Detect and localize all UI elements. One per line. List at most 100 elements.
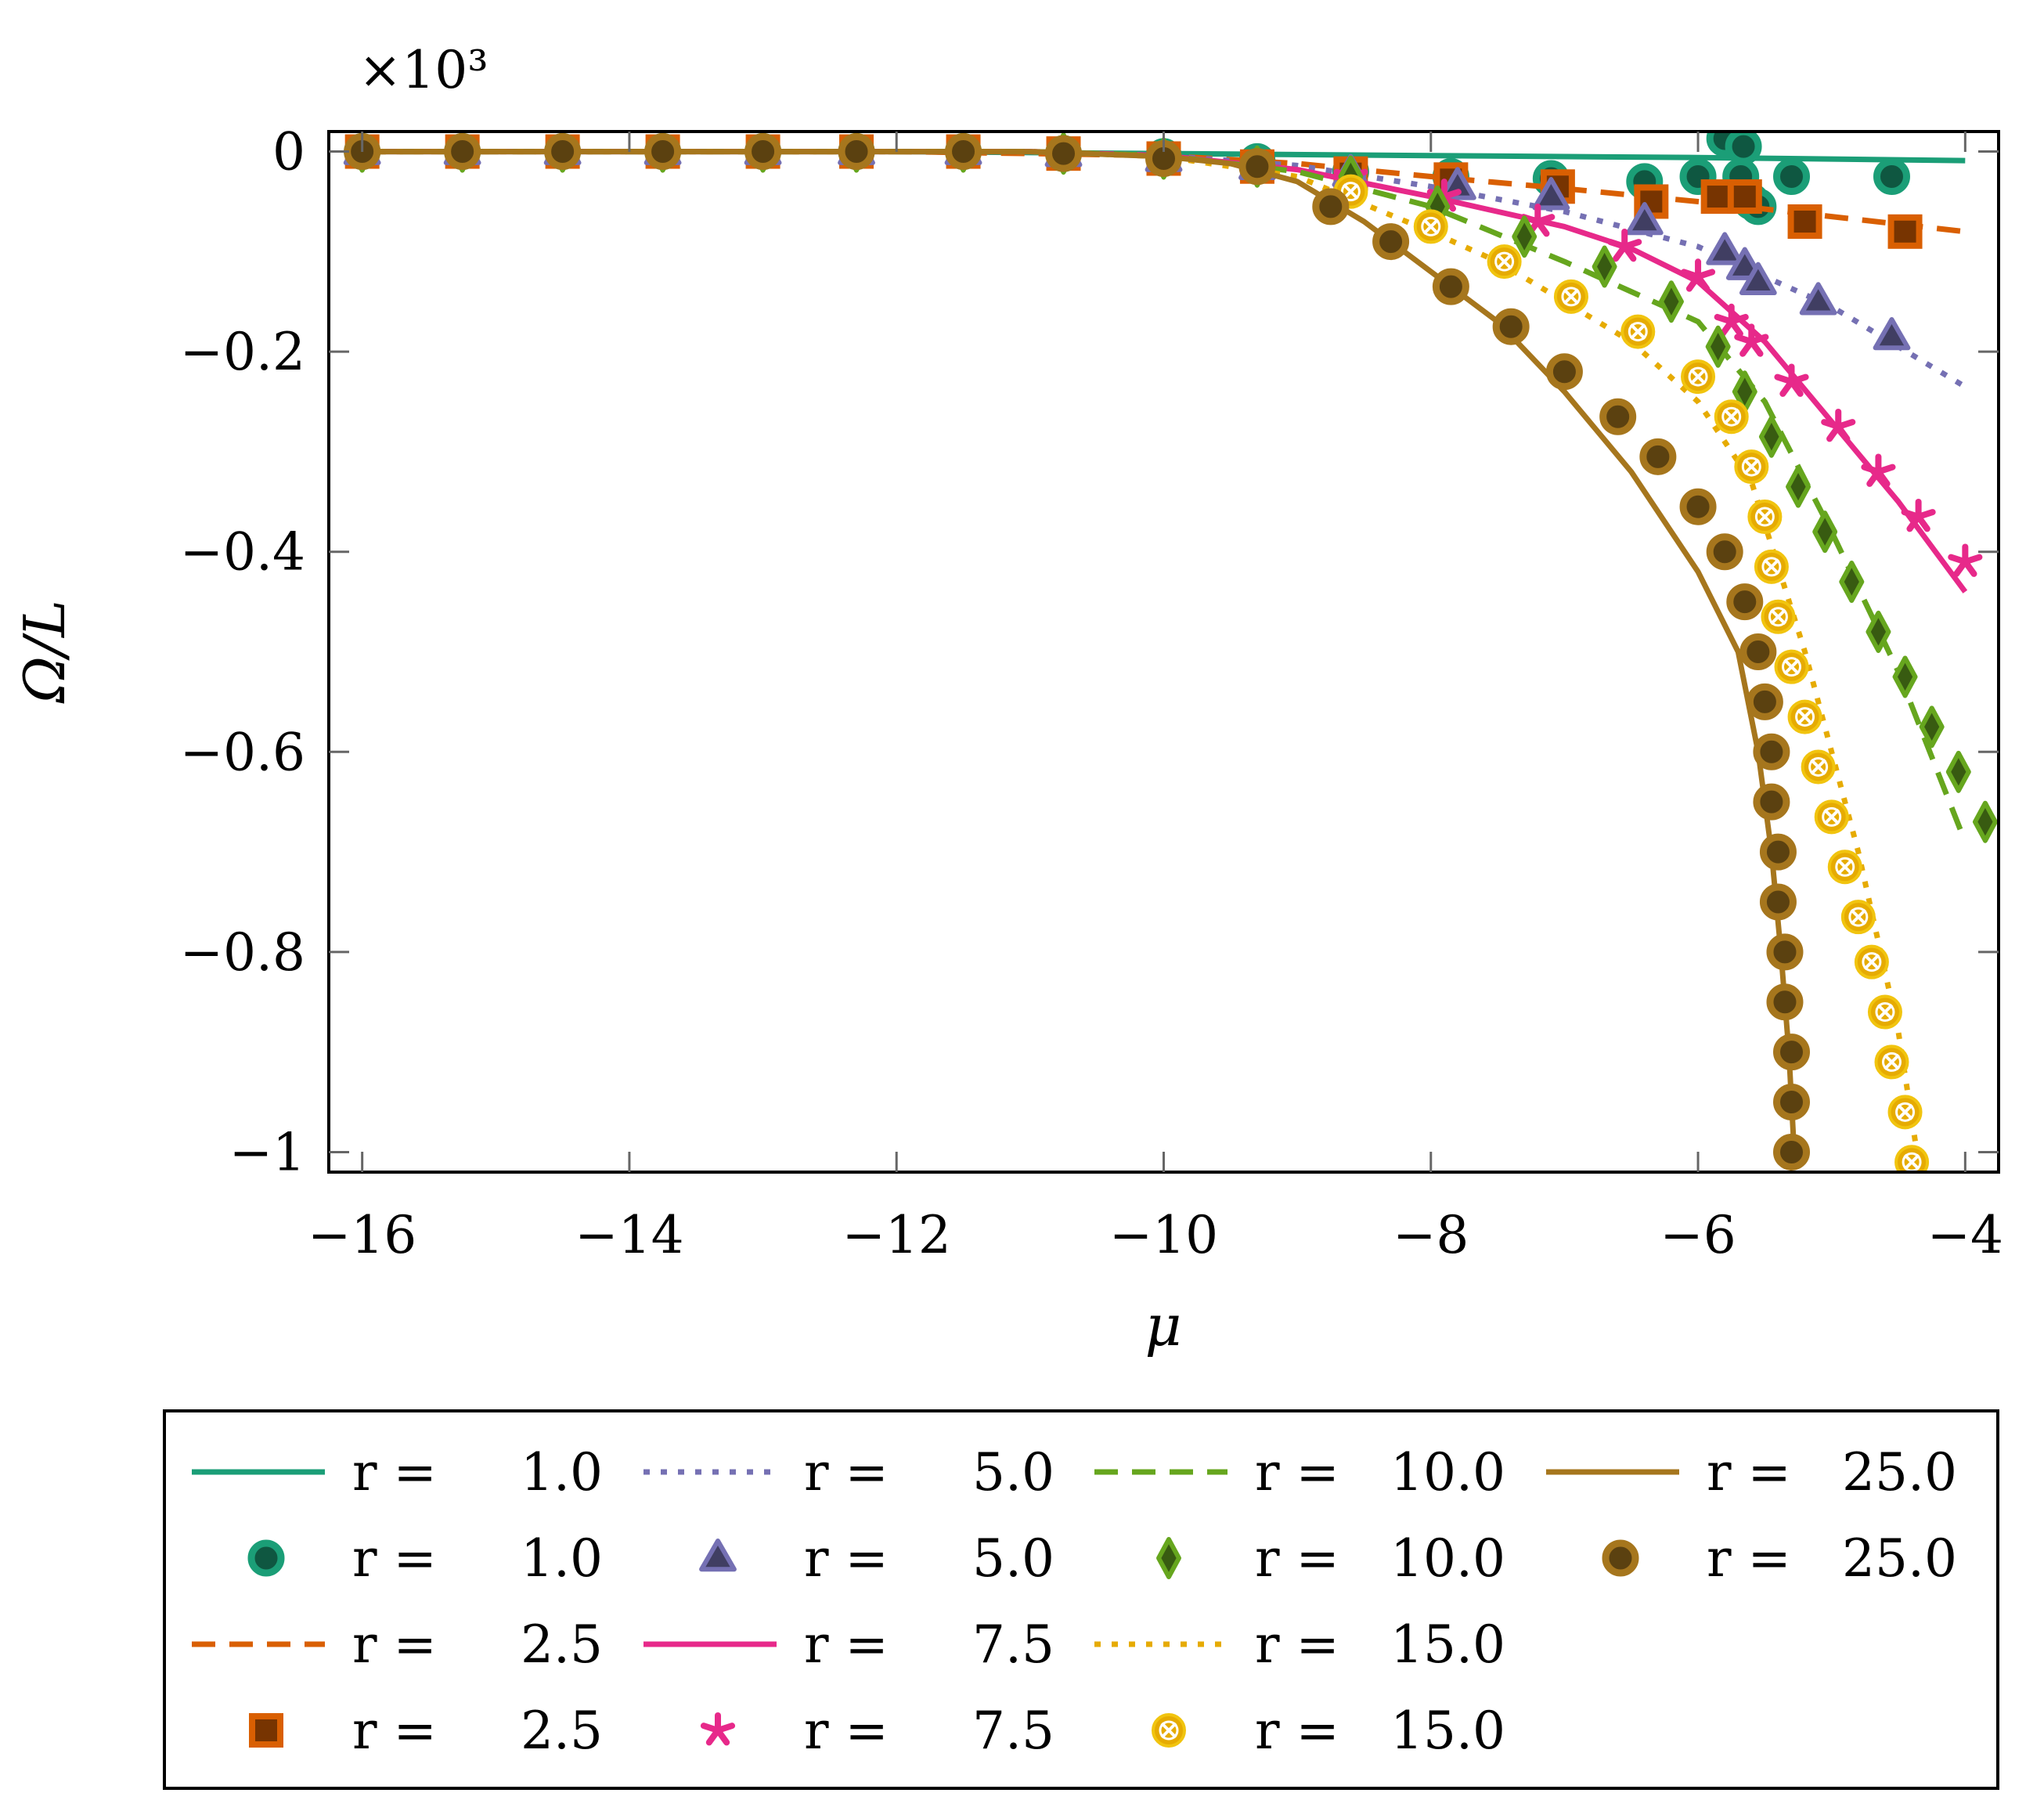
data-point	[1714, 303, 1749, 337]
data-point	[644, 133, 682, 171]
x-tick-label: −16	[308, 1205, 416, 1265]
y-scale-label: ×10³	[359, 40, 488, 100]
data-point	[1679, 488, 1717, 525]
data-point	[1766, 983, 1804, 1021]
data-point	[1945, 750, 1971, 793]
data-point	[1873, 316, 1911, 351]
legend-marker-sample	[699, 1539, 737, 1572]
legend-entry-5.0-line: r = 5.0	[643, 1442, 1054, 1503]
data-point	[1948, 543, 1983, 577]
legend-label-r: r =	[1255, 1614, 1339, 1675]
legend-entry-2.5-mark: r = 2.5	[249, 1701, 603, 1761]
legend-label-value: 15.0	[1390, 1614, 1505, 1675]
y-tick-label: −1	[229, 1122, 305, 1182]
y-tick-label: −0.4	[180, 522, 305, 583]
data-point	[1799, 282, 1837, 316]
data-point	[1753, 733, 1790, 770]
data-point	[1439, 167, 1476, 200]
data-point	[1874, 1044, 1909, 1080]
data-point	[1706, 232, 1744, 265]
legend-label-value: 10.0	[1390, 1442, 1505, 1503]
data-point	[1901, 498, 1936, 532]
data-point	[1972, 800, 1998, 843]
legend-label-r: r =	[804, 1442, 889, 1503]
y-tick-label: −0.6	[180, 722, 305, 782]
data-point	[1787, 204, 1822, 240]
x-tick-label: −12	[842, 1205, 951, 1265]
data-point	[1705, 325, 1731, 368]
data-point	[1620, 314, 1656, 349]
data-point	[1372, 223, 1410, 261]
series-10.0	[349, 132, 1998, 843]
data-point	[1725, 132, 1762, 165]
legend-label-value: 7.5	[972, 1701, 1054, 1761]
x-tick-label: −8	[1393, 1205, 1469, 1265]
x-tick-label: −4	[1927, 1205, 2003, 1265]
data-point	[1680, 258, 1716, 292]
data-point	[1432, 268, 1469, 305]
y-tick-label: −0.2	[180, 322, 305, 382]
legend-entry-7.5-line: r = 7.5	[643, 1614, 1054, 1675]
legend-box	[163, 1409, 1999, 1790]
legend-label-value: 1.0	[521, 1528, 603, 1589]
legend-entry-10.0-mark: r = 10.0	[1156, 1528, 1505, 1589]
data-point	[1840, 900, 1876, 935]
data-point	[1773, 1133, 1811, 1171]
x-tick-label: −6	[1660, 1205, 1736, 1265]
legend-label-value: 10.0	[1390, 1528, 1505, 1589]
data-point	[744, 133, 782, 171]
y-tick-label: 0	[272, 122, 305, 182]
legend-entry-1.0-line: r = 1.0	[192, 1442, 603, 1503]
data-point	[1814, 799, 1849, 835]
data-point	[1520, 204, 1556, 237]
data-point	[1706, 533, 1743, 571]
data-point	[1487, 244, 1522, 280]
legend-entry-15.0-mark: r = 15.0	[1152, 1701, 1505, 1761]
legend-label-r: r =	[1255, 1701, 1339, 1761]
data-point	[1739, 633, 1777, 670]
legend-label-value: 5.0	[972, 1528, 1054, 1589]
data-point	[444, 133, 481, 171]
data-point	[1821, 408, 1856, 442]
legend-entry-25.0-mark: r = 25.0	[1602, 1528, 1957, 1589]
legend-label-r: r =	[804, 1528, 889, 1589]
legend-entry-5.0-mark: r = 5.0	[699, 1528, 1054, 1589]
data-point	[1532, 177, 1570, 211]
legend-label-r: r =	[804, 1701, 889, 1761]
data-point	[1734, 323, 1769, 357]
data-point	[1592, 245, 1617, 288]
data-point	[1758, 415, 1784, 458]
legend-label-r: r =	[352, 1701, 437, 1761]
legend-entry-1.0-mark: r = 1.0	[247, 1528, 603, 1589]
legend-label-r: r =	[352, 1442, 437, 1503]
legend-entry-15.0-line: r = 15.0	[1094, 1614, 1505, 1675]
data-point	[1887, 214, 1923, 249]
data-point	[1639, 438, 1677, 475]
series-line	[362, 149, 1922, 1163]
data-point	[1892, 655, 1918, 698]
data-point	[1492, 308, 1530, 345]
data-point	[1747, 499, 1783, 534]
legend-marker-sample	[700, 1712, 736, 1746]
data-point	[1599, 398, 1637, 435]
legend-marker-sample	[1152, 1713, 1186, 1748]
legend-label-value: 7.5	[972, 1614, 1054, 1675]
data-point	[1512, 215, 1538, 258]
data-point	[1919, 705, 1945, 749]
data-point	[1867, 994, 1902, 1030]
data-point	[1887, 1095, 1923, 1130]
data-point	[1812, 510, 1838, 554]
series-15.0	[344, 134, 1930, 1172]
data-point	[1312, 188, 1350, 225]
data-point	[1681, 359, 1716, 395]
y-tick-label: −0.8	[180, 922, 305, 983]
series-25.0	[344, 133, 1811, 1171]
y-axis-label: Ω/L	[12, 600, 78, 704]
legend-label-value: 2.5	[521, 1614, 603, 1675]
legend-label-value: 15.0	[1390, 1701, 1505, 1761]
data-point	[1754, 549, 1789, 584]
data-point	[1761, 599, 1796, 634]
data-point	[1787, 699, 1822, 734]
data-point	[1746, 683, 1783, 720]
